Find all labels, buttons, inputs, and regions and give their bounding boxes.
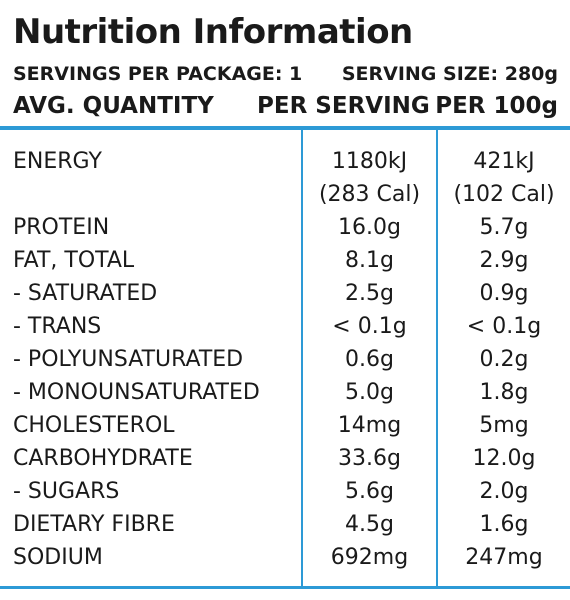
table-row: - POLYUNSATURATED 0.6g 0.2g [0, 343, 570, 376]
per-serving-kj: 1180kJ [331, 149, 408, 174]
per-100g-value: 2.0g [479, 479, 529, 504]
table-top-divider [0, 126, 570, 130]
table-row: ENERGY 1180kJ (283 Cal) 421kJ (102 Cal) [0, 145, 570, 211]
nutrient-label: DIETARY FIBRE [13, 512, 175, 537]
table-bottom-divider [0, 586, 570, 589]
per-serving-value: 33.6g [338, 446, 401, 471]
nutrient-label: CHOLESTEROL [13, 413, 175, 438]
column-header-row: AVG. QUANTITY PER SERVING PER 100g [13, 90, 558, 122]
nutrient-label: PROTEIN [13, 215, 110, 240]
nutrient-label: FAT, TOTAL [13, 248, 135, 273]
nutrient-label: SODIUM [13, 545, 103, 570]
per-100g-value: 5mg [479, 413, 529, 438]
table-row: - SUGARS 5.6g 2.0g [0, 475, 570, 508]
column-divider-2 [436, 130, 438, 586]
column-header-per-serving: PER SERVING [257, 93, 430, 119]
nutrient-label: - SATURATED [13, 281, 158, 306]
per-serving-value: 0.6g [345, 347, 394, 372]
per-serving-value: 2.5g [345, 281, 394, 306]
table-row: - TRANS < 0.1g < 0.1g [0, 310, 570, 343]
per-serving-value: 4.5g [345, 512, 394, 537]
per-serving-value: 5.6g [345, 479, 394, 504]
column-divider-1 [301, 130, 303, 586]
table-row: PROTEIN 16.0g 5.7g [0, 211, 570, 244]
table-row: SODIUM 692mg 247mg [0, 541, 570, 574]
per-100g-value: 0.2g [479, 347, 529, 372]
nutrient-label: CARBOHYDRATE [13, 446, 193, 471]
column-header-quantity: AVG. QUANTITY [13, 93, 214, 119]
per-serving-value: < 0.1g [332, 314, 407, 339]
per-serving-cal: (283 Cal) [318, 182, 421, 207]
nutrient-table: ENERGY 1180kJ (283 Cal) 421kJ (102 Cal) … [0, 145, 570, 574]
per-100g-value: 1.8g [479, 380, 529, 405]
per-100g-value: 5.7g [479, 215, 529, 240]
per-100g-value: 0.9g [479, 281, 529, 306]
panel-title: Nutrition Information [13, 12, 413, 52]
serving-info: SERVINGS PER PACKAGE: 1 SERVING SIZE: 28… [13, 61, 558, 87]
per-100g-value: 1.6g [479, 512, 529, 537]
per-100g-kj: 421kJ [473, 149, 535, 174]
table-row: - MONOUNSATURATED 5.0g 1.8g [0, 376, 570, 409]
nutrient-label: - TRANS [13, 314, 102, 339]
per-serving-value: 5.0g [345, 380, 394, 405]
nutrient-label: - POLYUNSATURATED [13, 347, 244, 372]
nutrient-label: - MONOUNSATURATED [13, 380, 260, 405]
per-100g-cal: (102 Cal) [453, 182, 555, 207]
per-100g-value: 2.9g [479, 248, 529, 273]
table-row: DIETARY FIBRE 4.5g 1.6g [0, 508, 570, 541]
table-row: CHOLESTEROL 14mg 5mg [0, 409, 570, 442]
nutrient-label: - SUGARS [13, 479, 120, 504]
table-row: FAT, TOTAL 8.1g 2.9g [0, 244, 570, 277]
per-serving-value: 8.1g [345, 248, 394, 273]
nutrient-label: ENERGY [13, 149, 102, 174]
per-100g-value: 247mg [465, 545, 543, 570]
table-row: CARBOHYDRATE 33.6g 12.0g [0, 442, 570, 475]
per-100g-value: 12.0g [472, 446, 536, 471]
per-serving-value: 692mg [330, 545, 409, 570]
per-100g-value: 421kJ (102 Cal) [438, 145, 570, 211]
table-row: - SATURATED 2.5g 0.9g [0, 277, 570, 310]
per-100g-value: < 0.1g [466, 314, 542, 339]
per-serving-value: 1180kJ (283 Cal) [303, 145, 436, 211]
serving-size: SERVING SIZE: 280g [341, 63, 558, 85]
servings-per-package: SERVINGS PER PACKAGE: 1 [13, 63, 303, 85]
per-serving-value: 14mg [337, 413, 402, 438]
per-serving-value: 16.0g [338, 215, 401, 240]
column-header-per-100g: PER 100g [435, 93, 558, 119]
